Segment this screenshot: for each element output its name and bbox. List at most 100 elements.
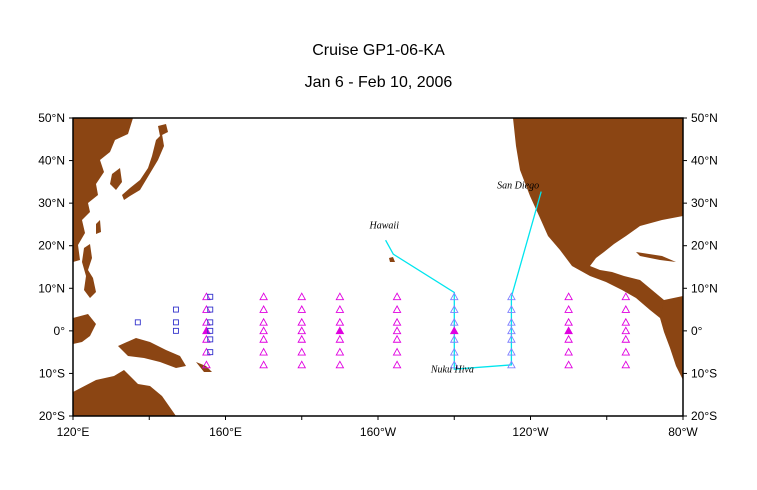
buoy-triangle-marker — [202, 347, 211, 356]
land-asia — [73, 118, 133, 262]
buoy-triangle-marker — [202, 292, 211, 301]
buoy-triangle-marker — [392, 347, 402, 356]
buoy-triangle-marker — [202, 317, 211, 326]
land-hawaii — [389, 257, 395, 262]
buoy-array — [134, 292, 631, 369]
lon-label: 160°E — [209, 425, 242, 439]
lat-label-right: 50°N — [691, 111, 718, 125]
buoy-triangle-marker — [392, 317, 402, 326]
buoy-triangle-marker — [335, 305, 345, 313]
buoy-triangle-marker — [449, 305, 459, 313]
buoy-triangle-marker — [202, 334, 211, 343]
lat-label-right: 0° — [691, 324, 703, 338]
buoy-triangle-marker — [564, 347, 573, 356]
buoy-triangle-marker — [621, 360, 631, 369]
lat-label-right: 10°S — [691, 366, 717, 380]
land-north-america — [513, 118, 683, 318]
buoy-triangle-marker — [335, 360, 345, 369]
buoy-triangle-marker — [564, 305, 573, 313]
map-title: Cruise GP1-06-KA — [312, 42, 445, 59]
buoy-triangle-marker — [335, 326, 345, 335]
land-layer — [73, 118, 683, 416]
place-labels: Hawaii San Diego Nuku Hiva — [369, 181, 540, 376]
buoy-triangle-marker — [259, 334, 268, 343]
land-taiwan — [96, 220, 101, 234]
buoy-square-marker — [207, 349, 214, 356]
land-cuba — [636, 252, 676, 262]
buoy-square-marker — [207, 306, 214, 313]
land-hokkaido — [158, 124, 168, 136]
lat-label-left: 10°S — [39, 366, 65, 380]
buoy-square-marker — [207, 336, 214, 343]
buoy-triangle-marker — [335, 292, 345, 301]
buoy-triangle-marker — [297, 317, 307, 326]
lat-label-right: 20°N — [691, 239, 718, 253]
buoy-triangle-marker — [449, 360, 459, 369]
buoy-triangle-marker — [507, 326, 516, 335]
land-japan — [122, 134, 164, 200]
lat-label-left: 10°N — [38, 281, 65, 295]
buoy-triangle-marker — [507, 292, 516, 301]
buoy-triangle-marker — [449, 326, 459, 335]
lat-label-right: 30°N — [691, 196, 718, 210]
buoy-triangle-marker — [297, 360, 307, 369]
buoy-triangle-marker — [259, 347, 268, 356]
land-indonesia — [73, 314, 96, 344]
lon-labels: 120°E 160°E 160°W 120°W 80°W — [57, 425, 699, 439]
buoy-triangle-marker — [507, 360, 516, 369]
buoy-triangle-marker — [335, 334, 345, 343]
map-subtitle: Jan 6 - Feb 10, 2006 — [304, 74, 453, 91]
buoy-triangle-marker — [564, 317, 573, 326]
buoy-triangle-marker — [621, 305, 631, 313]
buoy-triangle-marker — [392, 305, 402, 313]
buoy-triangle-marker — [335, 317, 345, 326]
buoy-triangle-marker — [259, 360, 268, 369]
buoy-triangle-marker — [507, 334, 516, 343]
buoy-triangle-marker — [392, 360, 402, 369]
buoy-square-marker — [207, 319, 214, 326]
land-korea — [110, 168, 122, 190]
place-label: Hawaii — [369, 220, 400, 231]
buoy-triangle-marker — [507, 305, 516, 313]
place-label: San Diego — [497, 181, 539, 192]
buoy-square-marker — [207, 293, 214, 300]
buoy-triangle-marker — [507, 317, 516, 326]
buoy-triangle-marker — [392, 292, 402, 301]
buoy-triangle-marker — [449, 317, 459, 326]
buoy-triangle-marker — [564, 334, 573, 343]
lat-label-right: 40°N — [691, 154, 718, 168]
lat-label-left: 30°N — [38, 196, 65, 210]
buoy-triangle-marker — [202, 305, 211, 313]
buoy-triangle-marker — [392, 326, 402, 335]
lat-label-right: 10°N — [691, 281, 718, 295]
axis-ticks — [69, 117, 687, 420]
buoy-square-marker — [207, 327, 214, 334]
cruise-track-line — [385, 191, 542, 370]
buoy-triangle-marker — [297, 347, 307, 356]
lat-label-left: 20°S — [39, 409, 65, 423]
buoy-square-marker — [172, 306, 179, 313]
buoy-triangle-marker — [297, 326, 307, 335]
lon-label: 80°W — [668, 425, 698, 439]
buoy-triangle-marker — [202, 326, 211, 335]
land-australia — [73, 370, 176, 416]
land-philippines — [82, 244, 96, 298]
buoy-triangle-marker — [564, 326, 573, 335]
buoy-triangle-marker — [564, 360, 573, 369]
buoy-triangle-marker — [621, 334, 631, 343]
buoy-triangle-marker — [297, 334, 307, 343]
buoy-triangle-marker — [259, 305, 268, 313]
lat-label-left: 0° — [54, 324, 66, 338]
buoy-triangle-marker — [449, 347, 459, 356]
buoy-square-marker — [172, 319, 179, 326]
buoy-triangle-marker — [335, 347, 345, 356]
buoy-triangle-marker — [259, 292, 268, 301]
lon-label: 120°W — [512, 425, 549, 439]
buoy-square-marker — [134, 319, 141, 326]
buoy-triangle-marker — [449, 334, 459, 343]
buoy-triangle-marker — [621, 292, 631, 301]
lat-labels: 50°N 50°N 40°N 40°N 30°N 30°N 20°N 20°N 10°N 10°N… — [38, 111, 718, 423]
lon-label: 160°W — [360, 425, 397, 439]
buoy-triangle-marker — [564, 292, 573, 301]
